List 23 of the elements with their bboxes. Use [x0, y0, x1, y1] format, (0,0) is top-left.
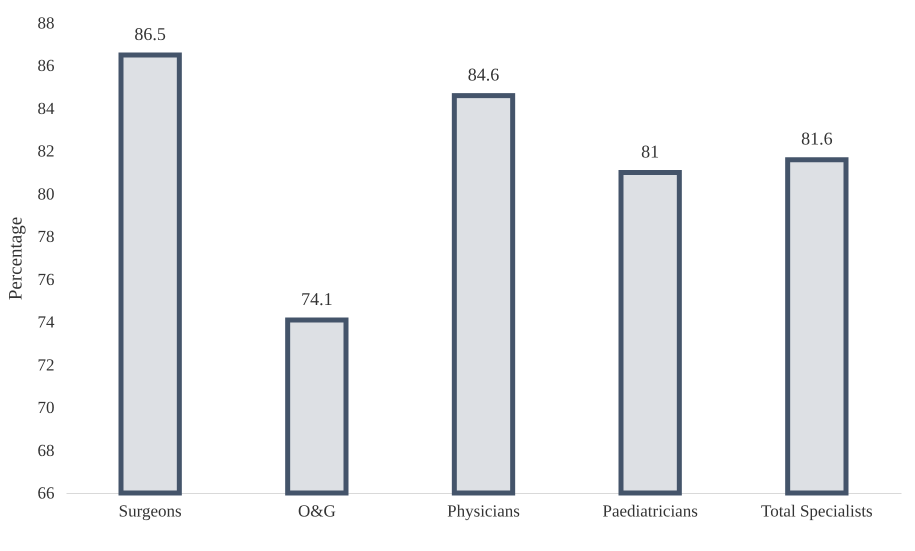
data-label: 84.6 [468, 64, 500, 85]
x-tick-label: Paediatricians [602, 502, 698, 520]
y-tick-label: 68 [38, 440, 54, 460]
x-tick-label: O&G [298, 502, 336, 520]
y-tick-label: 72 [38, 355, 54, 374]
y-tick-label: 86 [38, 56, 54, 76]
data-label: 81 [641, 142, 660, 162]
y-tick-label: 76 [38, 270, 54, 289]
y-tick-label: 74 [38, 312, 55, 332]
y-axis-title: Percentage [6, 216, 26, 300]
x-tick-label: Physicians [447, 502, 520, 520]
y-tick-label: 82 [38, 142, 54, 161]
data-label: 86.5 [134, 24, 166, 44]
y-tick-label: 70 [38, 398, 54, 418]
y-tick-label: 84 [38, 98, 55, 118]
y-tick-label: 66 [38, 484, 54, 502]
y-tick-label: 88 [38, 14, 54, 32]
x-tick-label: Surgeons [118, 502, 182, 520]
data-label: 74.1 [301, 288, 333, 309]
y-tick-label: 80 [38, 184, 54, 204]
x-tick-label: Total Specialists [761, 502, 873, 520]
data-label: 81.6 [801, 128, 833, 149]
y-tick-label: 78 [38, 227, 54, 246]
